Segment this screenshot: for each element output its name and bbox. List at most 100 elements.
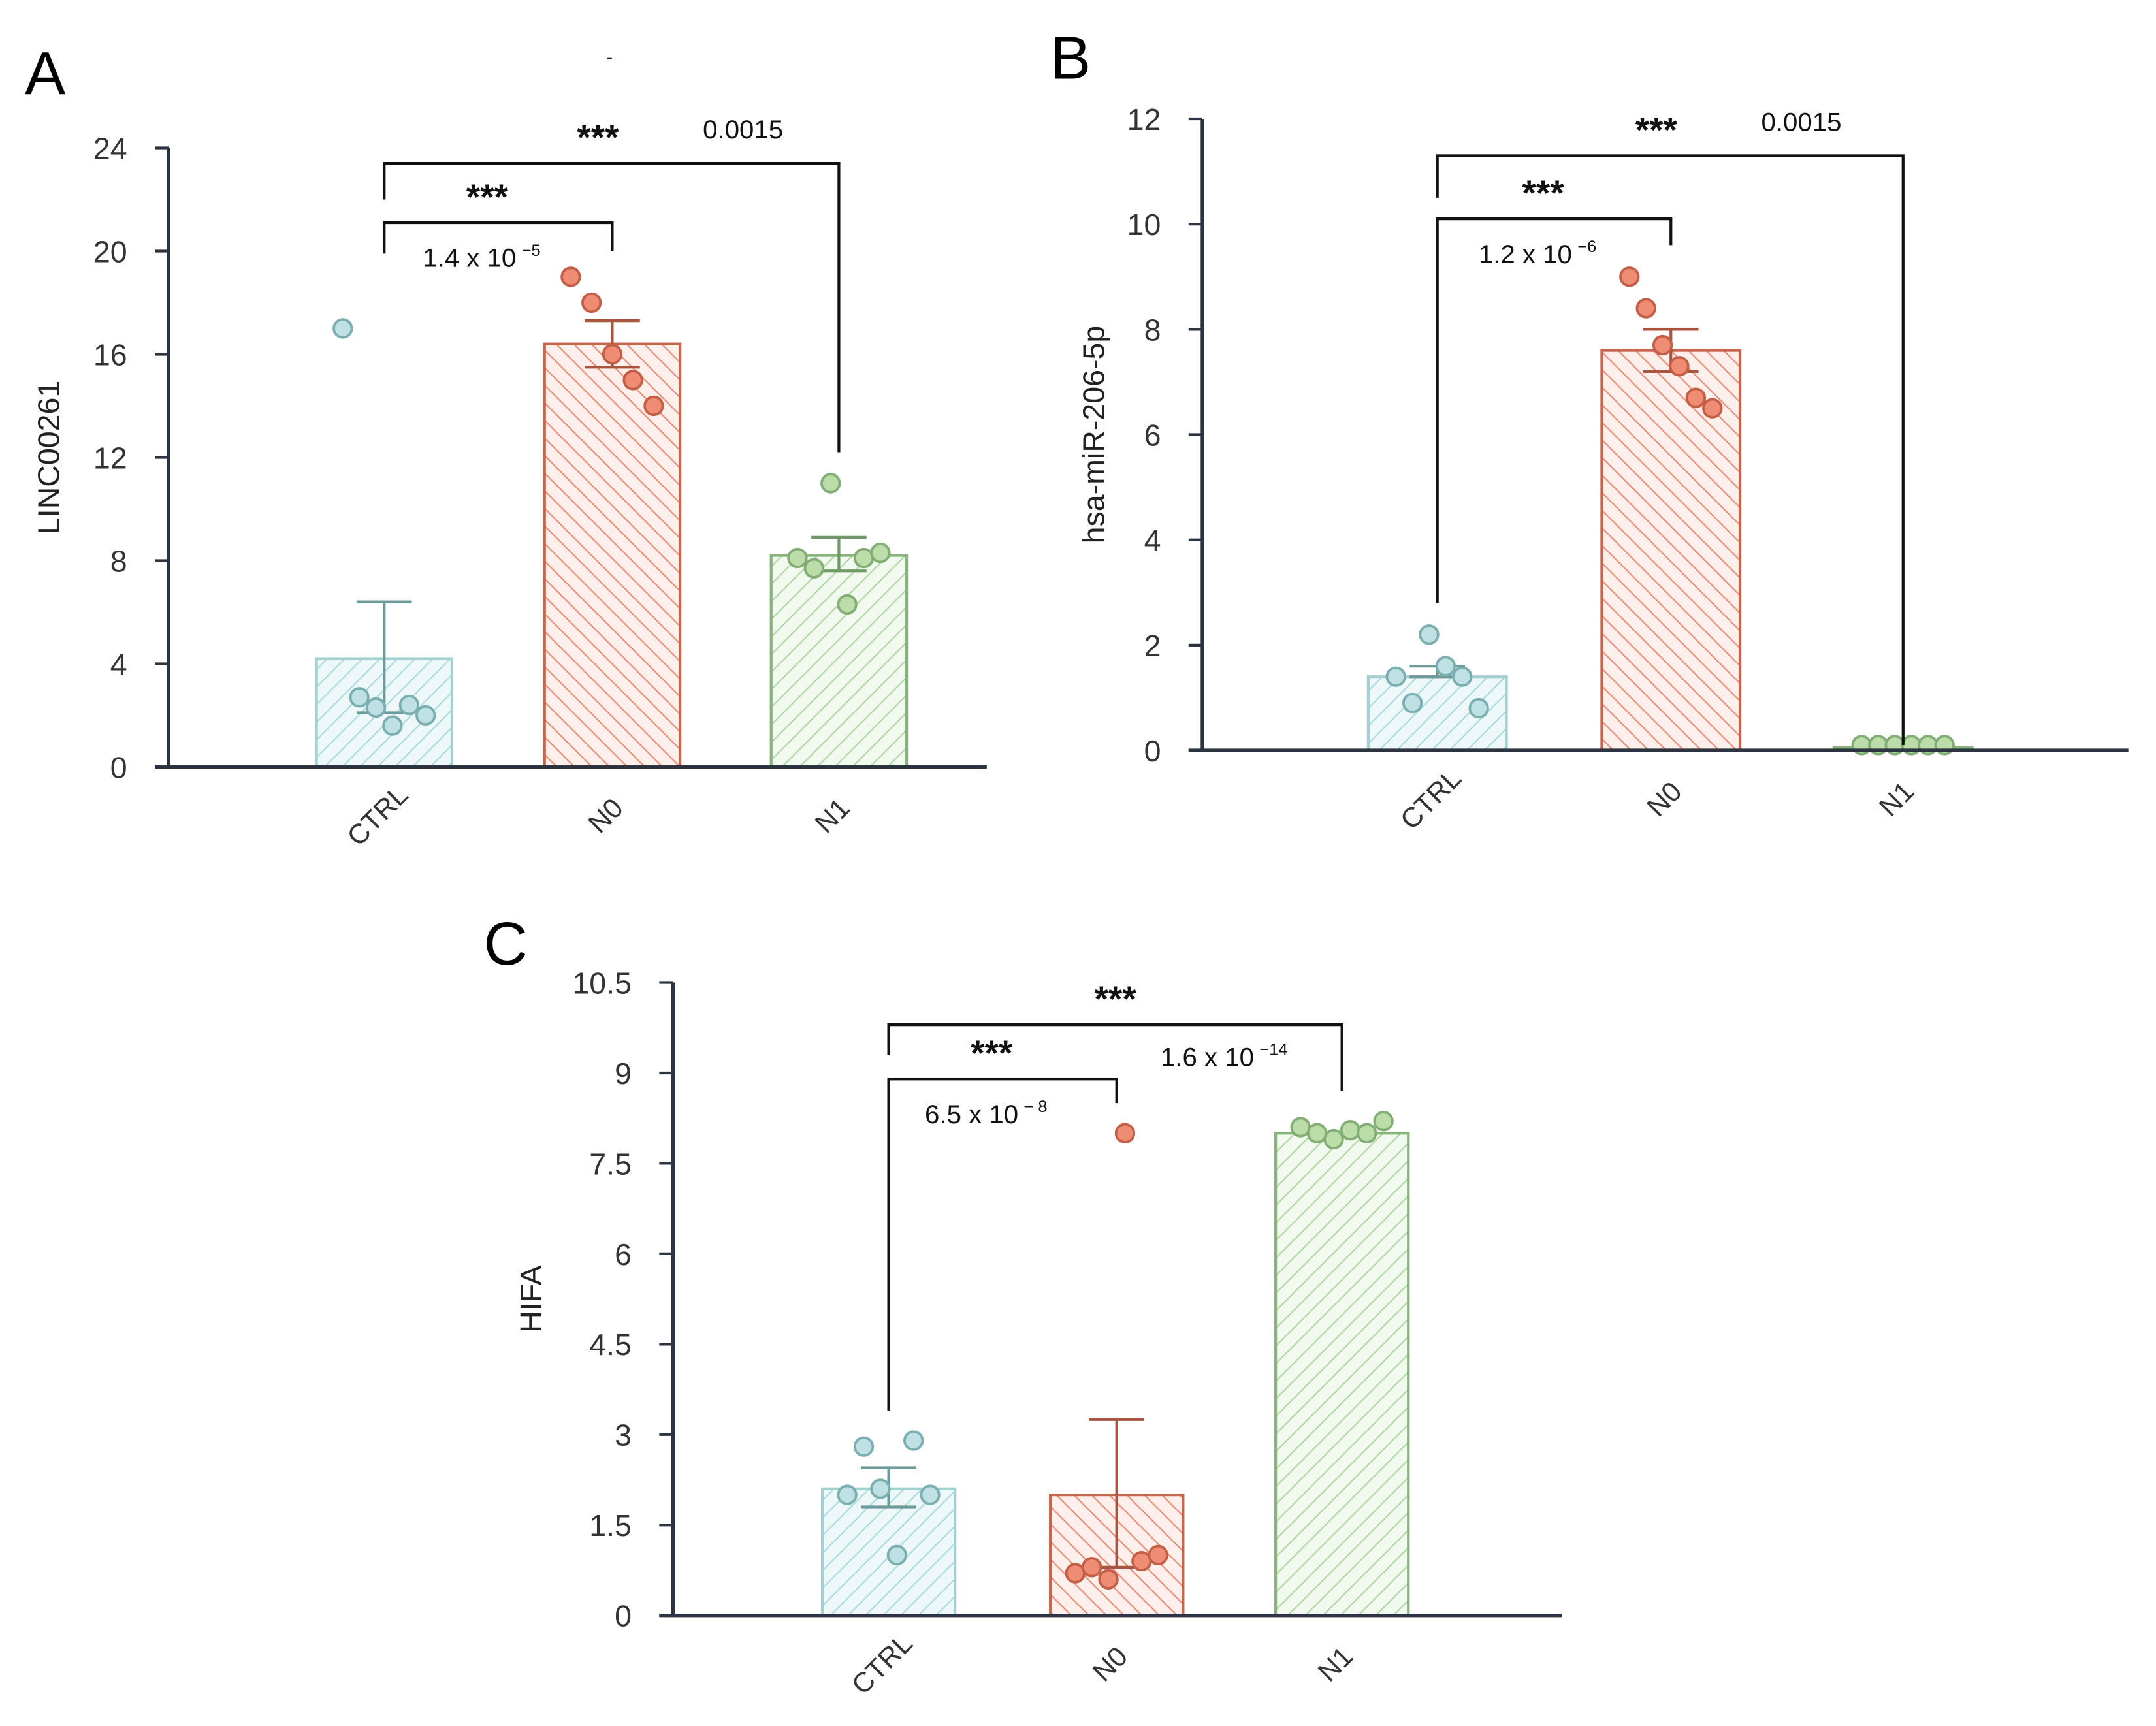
y-axis-label: hsa-miR-206-5p: [1076, 326, 1110, 544]
y-tick-label: 8: [1144, 313, 1161, 347]
data-point-n0: [622, 370, 643, 391]
y-tick-label: 10: [1127, 208, 1161, 242]
y-tick-label: 4: [110, 647, 127, 681]
p-value-exponent: −14: [1259, 1041, 1287, 1059]
bar-n1: [769, 554, 909, 769]
y-tick-label: 16: [93, 338, 127, 372]
y-tick-label: 1.5: [589, 1509, 632, 1542]
data-point-n1: [1306, 1123, 1328, 1143]
significance-bracket: [1436, 217, 1673, 603]
panel-letter: A: [25, 39, 65, 107]
significance-stars: ***: [466, 176, 509, 217]
data-point-n0: [1685, 387, 1707, 408]
y-tick-label: 20: [93, 234, 127, 268]
data-point-ctrl: [853, 1436, 875, 1457]
p-value-exponent: −5: [522, 242, 541, 260]
data-point-n1: [837, 594, 858, 615]
data-point-ctrl: [1419, 624, 1440, 645]
y-tick-label: 6: [1144, 418, 1161, 452]
data-point-n0: [1082, 1557, 1102, 1578]
y-tick-label: 24: [93, 131, 127, 165]
data-point-ctrl: [1402, 692, 1423, 714]
data-point-n1: [803, 558, 824, 579]
y-tick-label: 4: [1144, 524, 1161, 558]
data-point-n0: [560, 266, 581, 287]
p-value-label: 0.0015: [703, 115, 783, 144]
significance-bracket: [887, 1078, 1118, 1411]
x-tick-label: N0: [582, 792, 628, 839]
x-tick-label: N1: [1312, 1640, 1359, 1687]
y-tick-label: 0: [110, 750, 127, 784]
data-point-n0: [1098, 1569, 1119, 1590]
y-tick-label: 3: [615, 1418, 632, 1452]
panel-letter: B: [1050, 24, 1091, 92]
significance-stars: ***: [1095, 978, 1137, 1019]
y-tick-label: 0: [1144, 734, 1161, 768]
data-point-n0: [1114, 1123, 1136, 1143]
p-value-base: 0.0015: [1762, 107, 1842, 136]
data-point-n0: [1131, 1550, 1152, 1572]
x-tick-label: CTRL: [1394, 763, 1467, 835]
y-tick-label: 12: [1127, 103, 1161, 136]
p-value-label: 0.0015: [1762, 107, 1842, 136]
data-point-ctrl: [1468, 697, 1489, 719]
data-point-n1: [1373, 1111, 1394, 1132]
y-tick-label: 7.5: [589, 1147, 632, 1181]
data-point-ctrl: [920, 1484, 941, 1505]
panel-A: A LINC00261 0 4 8 12 16 20 24 CTRL N0 N1 *** 1.4 x 10…: [25, 39, 987, 852]
significance-stars: ***: [1522, 172, 1564, 213]
data-point-n0: [602, 344, 623, 365]
x-tick-label: N1: [809, 792, 855, 839]
figure-note: -: [606, 46, 613, 68]
p-value-exponent: −6: [1577, 238, 1596, 256]
y-tick-label: 2: [1144, 629, 1161, 663]
x-tick-label: N0: [1087, 1640, 1133, 1687]
y-tick-label: 4.5: [589, 1328, 632, 1362]
data-point-ctrl: [332, 318, 353, 339]
data-point-n1: [820, 473, 841, 494]
p-value-label: 1.4 x 10 −5: [423, 242, 540, 273]
data-point-n0: [1065, 1563, 1086, 1584]
data-point-n1: [1357, 1123, 1377, 1143]
x-tick-label: CTRL: [341, 779, 413, 852]
data-point-ctrl: [382, 715, 403, 736]
significance-bracket: [383, 162, 841, 453]
significance-stars: ***: [971, 1032, 1013, 1073]
significance-bracket: [1436, 154, 1905, 745]
p-value-label: 1.6 x 10 −14: [1161, 1041, 1288, 1072]
significance-stars: ***: [1635, 109, 1678, 150]
p-value-label: 6.5 x 10 − 8: [925, 1098, 1047, 1129]
data-point-ctrl: [837, 1484, 858, 1505]
data-point-n1: [1323, 1128, 1344, 1150]
y-axis-label: HIFA: [514, 1265, 548, 1332]
y-tick-label: 9: [615, 1057, 632, 1091]
data-point-ctrl: [886, 1544, 907, 1566]
data-point-n0: [1619, 266, 1640, 287]
y-axis-label: LINC00261: [32, 381, 66, 535]
data-point-n1: [1340, 1120, 1361, 1141]
data-point-ctrl: [1435, 656, 1456, 677]
data-point-ctrl: [1452, 666, 1473, 687]
data-point-ctrl: [349, 687, 370, 708]
data-point-n1: [870, 542, 891, 564]
p-value-label: 1.2 x 10 −6: [1479, 238, 1596, 269]
p-value-base: 1.4 x 10: [423, 244, 516, 273]
p-value-base: 1.2 x 10: [1479, 240, 1572, 269]
significance-bracket: [887, 1023, 1343, 1091]
data-point-ctrl: [870, 1478, 891, 1499]
x-tick-label: N0: [1641, 776, 1687, 822]
data-point-ctrl: [1385, 666, 1406, 687]
data-point-n1: [1290, 1117, 1311, 1138]
data-point-ctrl: [398, 694, 420, 716]
panel-C: C HIFA 0 1.5 3 4.5 6 7.5 9 10.5 CTRL N0 N1 *** 6.5 x 1…: [484, 910, 1562, 1701]
data-point-n1: [853, 547, 875, 569]
p-value-base: 6.5 x 10: [925, 1100, 1018, 1129]
data-point-n0: [643, 395, 664, 417]
p-value-base: 1.6 x 10: [1161, 1043, 1254, 1072]
significance-bracket: [383, 221, 614, 254]
y-tick-label: 0: [615, 1599, 632, 1633]
data-point-ctrl: [903, 1430, 924, 1451]
y-tick-label: 10.5: [572, 966, 632, 1000]
